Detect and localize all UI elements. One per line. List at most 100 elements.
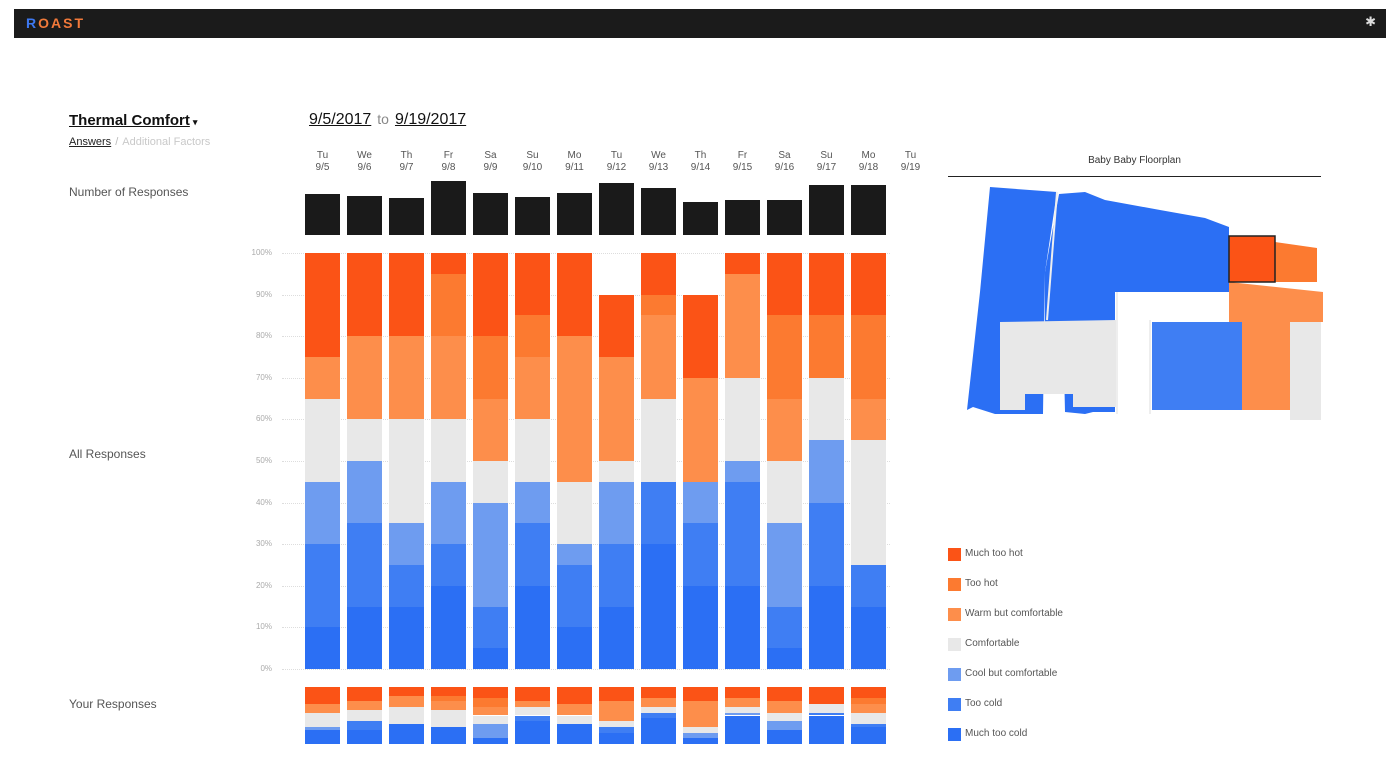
bar-segment-too-cold[interactable]: [431, 544, 466, 586]
bar-segment-much-too-hot[interactable]: [809, 687, 844, 705]
bar-segment-much-too-hot[interactable]: [599, 687, 634, 702]
bar-segment-too-cold[interactable]: [389, 565, 424, 607]
bar-segment-much-too-hot[interactable]: [557, 687, 592, 705]
bar-segment-comfortable[interactable]: [725, 706, 760, 713]
bar-segment-much-too-hot[interactable]: [725, 253, 760, 274]
floorplan-zone-corridor[interactable]: [1229, 282, 1323, 322]
bar-segment-much-too-hot[interactable]: [473, 253, 508, 337]
bar-segment-warm-but-comfortable[interactable]: [725, 698, 760, 707]
bar-segment-cool-but-comfortable[interactable]: [683, 732, 718, 739]
bar-segment-much-too-hot[interactable]: [767, 687, 802, 702]
bar-segment-much-too-cold[interactable]: [851, 606, 886, 669]
bar-segment-cool-but-comfortable[interactable]: [431, 481, 466, 545]
bar-segment-much-too-cold[interactable]: [305, 729, 340, 744]
count-bar[interactable]: [515, 197, 550, 235]
bar-segment-much-too-hot[interactable]: [515, 253, 550, 316]
bar-segment-cool-but-comfortable[interactable]: [305, 481, 340, 545]
bar-segment-comfortable[interactable]: [473, 715, 508, 725]
bar-segment-much-too-cold[interactable]: [347, 729, 382, 744]
count-bar[interactable]: [851, 185, 886, 235]
bar-segment-much-too-cold[interactable]: [305, 627, 340, 669]
bar-segment-warm-but-comfortable[interactable]: [851, 398, 886, 441]
bar-segment-much-too-cold[interactable]: [515, 721, 550, 744]
bar-segment-comfortable[interactable]: [767, 712, 802, 722]
bar-segment-comfortable[interactable]: [641, 398, 676, 482]
bar-segment-much-too-hot[interactable]: [473, 687, 508, 699]
bar-segment-comfortable[interactable]: [851, 712, 886, 725]
tab-additional-factors[interactable]: Additional Factors: [122, 136, 211, 148]
bar-segment-comfortable[interactable]: [431, 709, 466, 727]
bar-segment-much-too-hot[interactable]: [599, 294, 634, 357]
bar-segment-too-cold[interactable]: [599, 544, 634, 607]
bar-segment-cool-but-comfortable[interactable]: [473, 502, 508, 607]
bar-segment-warm-but-comfortable[interactable]: [851, 704, 886, 713]
bar-segment-too-cold[interactable]: [515, 715, 550, 722]
bar-segment-too-hot[interactable]: [809, 315, 844, 378]
bar-segment-too-hot[interactable]: [851, 315, 886, 399]
bar-segment-warm-but-comfortable[interactable]: [515, 701, 550, 707]
bar-segment-much-too-cold[interactable]: [641, 718, 676, 744]
bar-segment-comfortable[interactable]: [557, 715, 592, 725]
count-bar[interactable]: [809, 185, 844, 235]
bar-segment-much-too-cold[interactable]: [599, 732, 634, 744]
bar-segment-much-too-hot[interactable]: [809, 253, 844, 316]
bar-segment-warm-but-comfortable[interactable]: [305, 704, 340, 713]
bar-segment-cool-but-comfortable[interactable]: [683, 481, 718, 524]
bar-segment-too-hot[interactable]: [431, 273, 466, 337]
bar-segment-much-too-cold[interactable]: [809, 715, 844, 744]
bar-segment-cool-but-comfortable[interactable]: [347, 461, 382, 524]
bar-segment-cool-but-comfortable[interactable]: [767, 721, 802, 730]
bar-segment-much-too-hot[interactable]: [347, 687, 382, 702]
floorplan-zone-room-a[interactable]: [1229, 236, 1275, 282]
bar-segment-too-hot[interactable]: [641, 294, 676, 316]
bar-segment-much-too-hot[interactable]: [851, 687, 886, 699]
bar-segment-comfortable[interactable]: [347, 709, 382, 722]
bar-segment-too-cold[interactable]: [683, 523, 718, 586]
count-bar[interactable]: [389, 198, 424, 235]
bar-segment-much-too-hot[interactable]: [305, 253, 340, 357]
bar-segment-much-too-cold[interactable]: [515, 585, 550, 669]
bar-segment-too-hot[interactable]: [473, 336, 508, 399]
metric-selector[interactable]: Thermal Comfort ▾: [69, 112, 197, 129]
bar-segment-comfortable[interactable]: [389, 706, 424, 725]
bar-segment-much-too-hot[interactable]: [347, 253, 382, 337]
bar-segment-much-too-cold[interactable]: [431, 726, 466, 744]
bar-segment-much-too-hot[interactable]: [683, 687, 718, 702]
bar-segment-much-too-cold[interactable]: [347, 606, 382, 669]
bar-segment-warm-but-comfortable[interactable]: [473, 398, 508, 461]
bar-segment-warm-but-comfortable[interactable]: [515, 357, 550, 420]
bar-segment-warm-but-comfortable[interactable]: [599, 701, 634, 722]
count-bar[interactable]: [641, 188, 676, 235]
bar-segment-much-too-hot[interactable]: [641, 253, 676, 295]
bar-segment-much-too-hot[interactable]: [515, 687, 550, 702]
bar-segment-much-too-cold[interactable]: [473, 648, 508, 669]
bar-segment-too-cold[interactable]: [641, 481, 676, 545]
bar-segment-much-too-cold[interactable]: [725, 715, 760, 744]
bar-segment-comfortable[interactable]: [809, 377, 844, 441]
bar-segment-too-hot[interactable]: [767, 315, 802, 399]
bar-segment-cool-but-comfortable[interactable]: [557, 544, 592, 565]
bar-segment-cool-but-comfortable[interactable]: [389, 523, 424, 565]
bar-segment-much-too-hot[interactable]: [389, 687, 424, 696]
count-bar[interactable]: [557, 193, 592, 235]
bar-segment-comfortable[interactable]: [557, 481, 592, 545]
bar-segment-too-cold[interactable]: [809, 712, 844, 716]
bar-segment-comfortable[interactable]: [473, 461, 508, 503]
bar-segment-much-too-cold[interactable]: [725, 585, 760, 669]
bar-segment-much-too-cold[interactable]: [557, 627, 592, 669]
bar-segment-much-too-cold[interactable]: [641, 544, 676, 669]
bar-segment-much-too-cold[interactable]: [767, 729, 802, 744]
bar-segment-comfortable[interactable]: [515, 706, 550, 716]
bar-segment-warm-but-comfortable[interactable]: [683, 701, 718, 727]
bar-segment-warm-but-comfortable[interactable]: [725, 273, 760, 378]
count-bar[interactable]: [767, 200, 802, 235]
bar-segment-comfortable[interactable]: [683, 726, 718, 733]
bar-segment-too-hot[interactable]: [515, 315, 550, 357]
bar-segment-warm-but-comfortable[interactable]: [557, 336, 592, 482]
count-bar[interactable]: [473, 193, 508, 235]
bar-segment-comfortable[interactable]: [599, 461, 634, 482]
bar-segment-much-too-hot[interactable]: [641, 687, 676, 699]
bar-segment-too-cold[interactable]: [641, 712, 676, 719]
bar-segment-warm-but-comfortable[interactable]: [431, 336, 466, 420]
bar-segment-too-cold[interactable]: [599, 726, 634, 733]
